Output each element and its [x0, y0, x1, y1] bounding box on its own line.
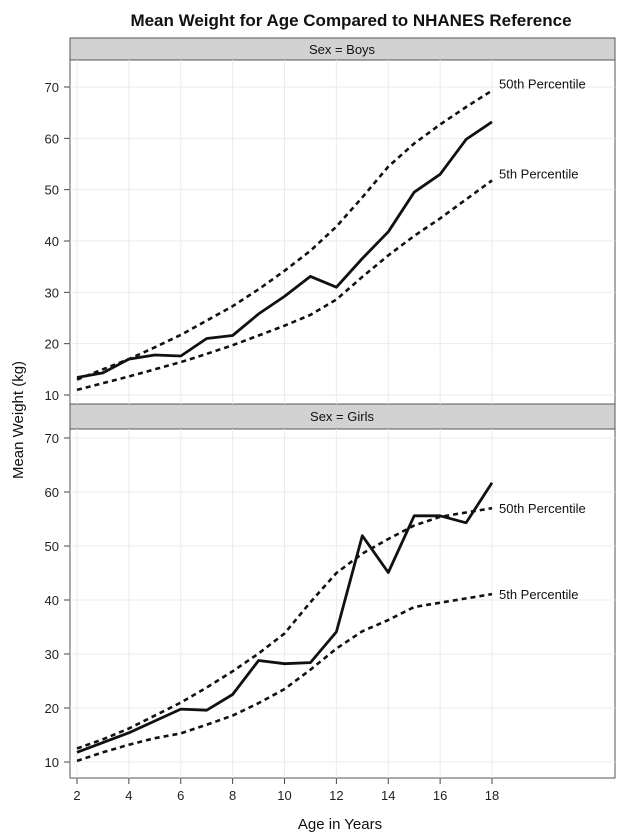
p50-line-girls [76, 506, 493, 750]
mean-weight-line-girls [76, 482, 494, 754]
chart-marks: 10 20 30 40 50 60 70 50th Percentile 5th Percent… [45, 60, 615, 803]
panel-girls: Sex = Girls [69, 403, 616, 779]
p5-line-boys [76, 179, 493, 392]
x-tick-label: 18 [485, 788, 499, 803]
p50-label-boys: 50th Percentile [499, 77, 586, 92]
y-tick-label: 60 [45, 485, 59, 500]
y-tick-label: 70 [45, 431, 59, 446]
y-tick-label: 30 [45, 285, 59, 300]
x-tick-label: 10 [277, 788, 291, 803]
panel-boys-frame [69, 59, 616, 405]
panel-girls-label: Sex = Girls [310, 409, 374, 424]
x-tick-label: 12 [329, 788, 343, 803]
x-tick-label: 4 [125, 788, 132, 803]
panel-boys: Sex = Boys [69, 37, 616, 405]
mean-weight-line-boys [76, 120, 493, 379]
y-tick-label: 60 [45, 131, 59, 146]
y-tick-label: 50 [45, 183, 59, 198]
chart-title: Mean Weight for Age Compared to NHANES R… [130, 11, 571, 30]
p50-label-girls: 50th Percentile [499, 501, 586, 516]
y-axis-label: Mean Weight (kg) [10, 361, 27, 479]
x-tick-label: 8 [229, 788, 236, 803]
x-tick-label: 14 [381, 788, 395, 803]
panel-girls-strip [69, 403, 616, 430]
p5-label-boys: 5th Percentile [499, 166, 579, 181]
y-tick-label: 10 [45, 755, 59, 770]
x-tick-label: 16 [433, 788, 447, 803]
panel-boys-label: Sex = Boys [309, 42, 376, 57]
y-tick-label: 10 [45, 388, 59, 403]
y-tick-label: 70 [45, 80, 59, 95]
y-tick-label: 50 [45, 539, 59, 554]
x-tick-label: 2 [73, 788, 80, 803]
y-tick-label: 30 [45, 647, 59, 662]
x-tick-label: 6 [177, 788, 184, 803]
y-tick-label: 40 [45, 593, 59, 608]
p5-line-girls [76, 592, 493, 763]
y-tick-label: 40 [45, 234, 59, 249]
y-tick-label: 20 [45, 337, 59, 352]
x-axis-label: Age in Years [298, 816, 382, 833]
y-tick-label: 20 [45, 701, 59, 716]
panel-girls-frame [69, 428, 616, 779]
p50-line-boys [76, 89, 493, 381]
p5-label-girls: 5th Percentile [499, 587, 579, 602]
